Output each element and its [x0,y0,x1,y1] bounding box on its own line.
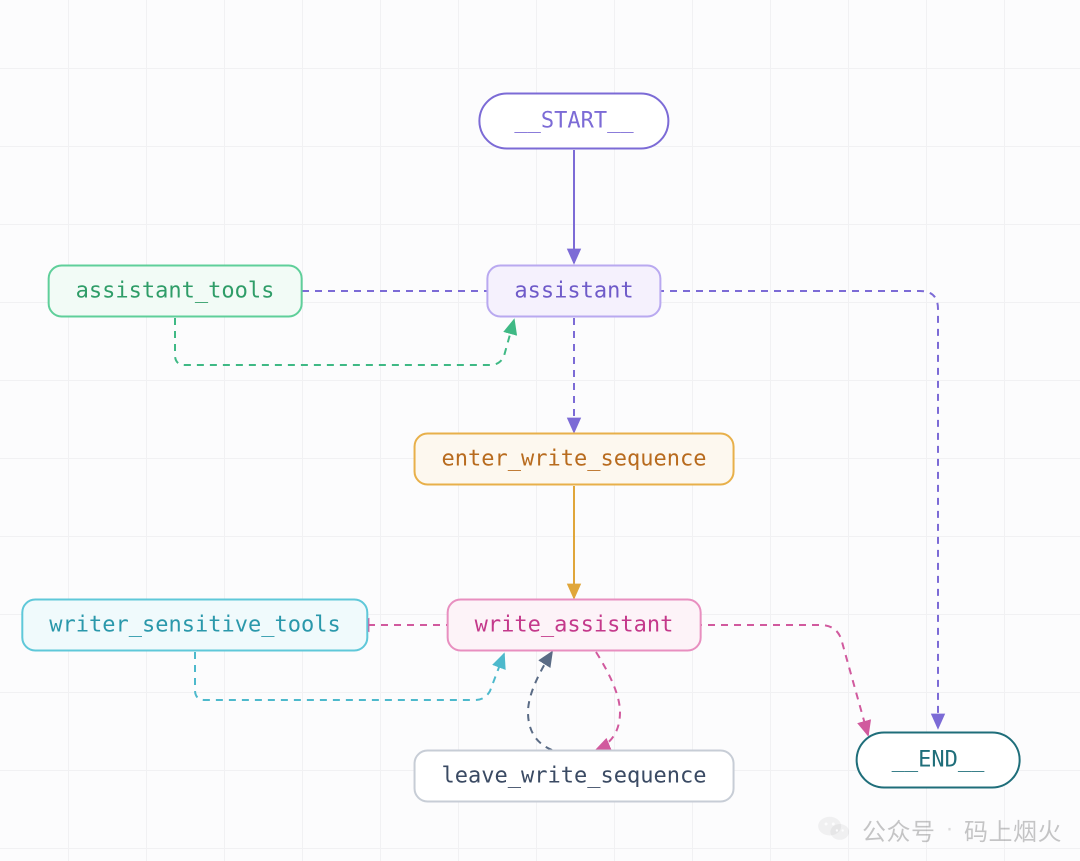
watermark: 公众号 · 码上烟火 [816,811,1062,847]
watermark-name: 码上烟火 [964,812,1062,847]
watermark-separator: · [946,815,955,843]
node-start: __START__ [478,93,669,150]
node-assistant_tools: assistant_tools [48,265,303,318]
node-writer_sensitive_tools: writer_sensitive_tools [21,599,368,652]
node-leave_write_sequence: leave_write_sequence [414,750,735,803]
node-end: __END__ [856,732,1021,789]
node-write_assistant: write_assistant [447,599,702,652]
node-assistant: assistant [486,265,661,318]
watermark-prefix: 公众号 [862,812,936,847]
node-enter_write_sequence: enter_write_sequence [414,433,735,486]
flowchart-canvas: __START__ assistant assistant_tools enter_w… [0,0,1080,861]
wechat-icon [816,811,852,847]
